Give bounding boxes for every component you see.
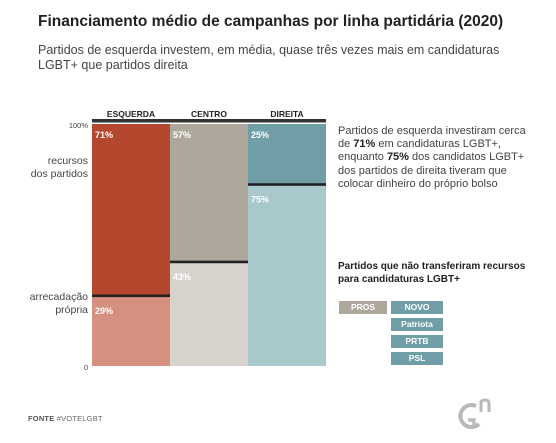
bar-divider-2	[248, 183, 326, 186]
non-transfer-title: Partidos que não transferiram recursos p…	[338, 261, 526, 285]
bar-segment-recursos-2	[248, 124, 326, 185]
bar-segment-propria-0	[92, 295, 170, 366]
badge-centro-0: PROS	[338, 300, 388, 315]
y-label-recursos: recursos dos partidos	[31, 155, 88, 180]
bar-divider-1	[170, 260, 248, 264]
bar-segment-propria-1	[170, 261, 248, 366]
y-label-recursos-line-1: dos partidos	[31, 168, 88, 180]
category-label-2: DIREITA	[270, 109, 303, 119]
data-label-recursos-1: 57%	[173, 130, 191, 140]
y-label-recursos-line-0: recursos	[48, 155, 88, 167]
badge-direita-1: Patriota	[390, 317, 444, 332]
data-label-propria-2: 75%	[251, 195, 269, 205]
data-label-propria-0: 29%	[95, 306, 113, 316]
chart-subtitle: Partidos de esquerda investem, em média,…	[38, 43, 500, 72]
badge-direita-0: NOVO	[390, 300, 444, 315]
bar-segment-recursos-0	[92, 124, 170, 296]
y-tick-0: 0	[84, 363, 88, 372]
category-header-bar-0	[92, 119, 170, 123]
y-label-propria: arrecadação própria	[30, 291, 89, 316]
data-label-recursos-2: 25%	[251, 130, 269, 140]
annotation-highlight-2: 75%	[386, 151, 409, 164]
data-label-propria-1: 43%	[173, 272, 191, 282]
bar-divider-0	[92, 294, 170, 298]
source-value: #VOTELGBT	[56, 414, 103, 423]
y-label-propria-line-0: arrecadação	[30, 291, 89, 303]
annotation-part-1: Partidos de esquerda investiram cerca de	[338, 125, 526, 151]
annotation-text: Partidos de esquerda investiram cerca de…	[338, 125, 538, 191]
chart-title: Financiamento médio de campanhas por lin…	[38, 13, 504, 30]
y-label-propria-line-1: própria	[55, 304, 88, 316]
annotation-part-2: em candidaturas LGBT+, enquanto	[338, 138, 501, 164]
brand-logo-icon	[458, 398, 491, 429]
data-label-recursos-0: 71%	[95, 130, 113, 140]
category-header-bar-2	[248, 119, 326, 123]
category-label-0: ESQUERDA	[107, 109, 155, 119]
category-label-1: CENTRO	[191, 109, 227, 119]
annotation-part-3: dos candidatos LGBT+ dos partidos de dir…	[338, 151, 525, 190]
annotation-highlight-1: 71%	[353, 138, 376, 151]
badge-direita-2: PRTB	[390, 334, 444, 349]
bar-segment-recursos-1	[170, 124, 248, 262]
category-header-bar-1	[170, 119, 248, 123]
y-tick-100: 100%	[69, 121, 89, 130]
badge-direita-3: PSL	[390, 351, 444, 366]
source-note: FONTE #VOTELGBT	[28, 414, 103, 423]
bar-segment-propria-2	[248, 184, 326, 366]
source-label: FONTE	[28, 414, 55, 423]
